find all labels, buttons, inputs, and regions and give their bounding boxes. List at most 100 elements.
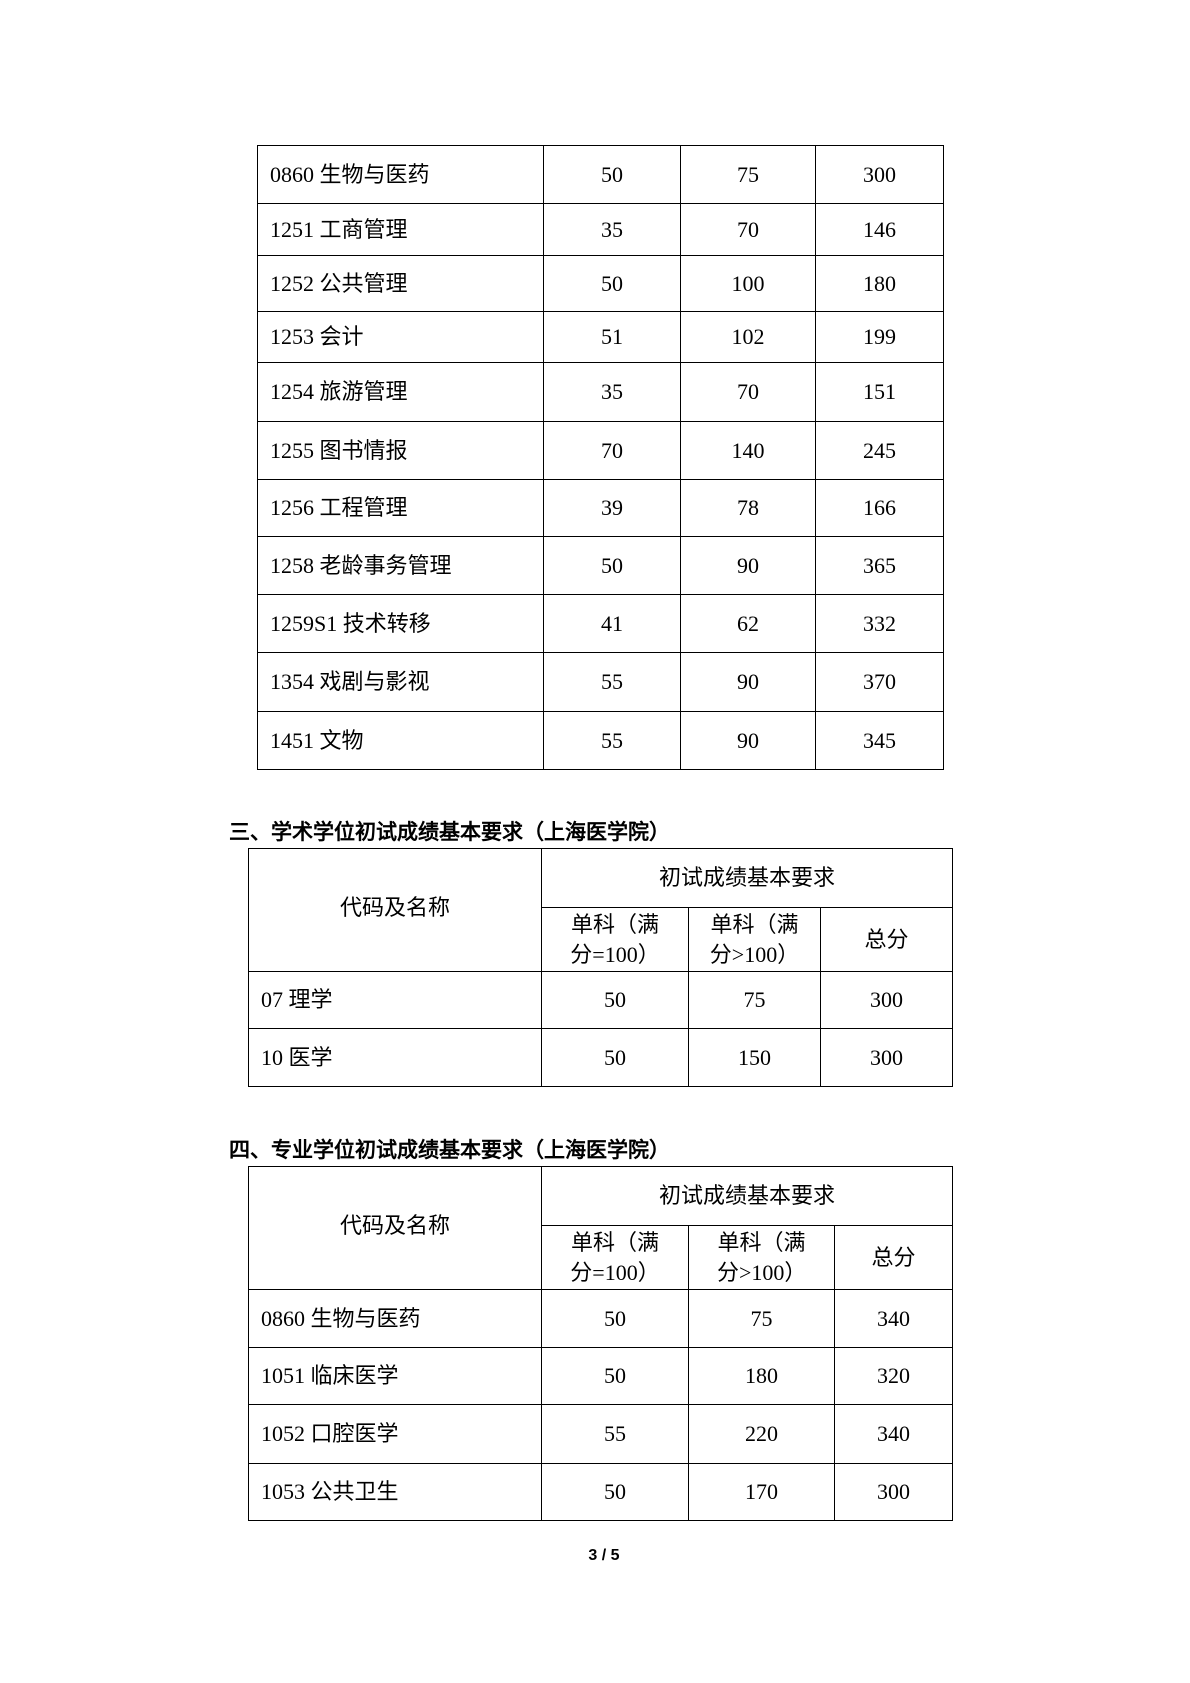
- header-total: 总分: [819, 907, 954, 972]
- cell-total: 146: [815, 203, 944, 256]
- table-row: 07 理学 50 75 300: [248, 971, 954, 1029]
- cell-code-name: 1255 图书情报: [257, 421, 544, 480]
- table-row: 1052 口腔医学 55 220 340: [248, 1404, 954, 1464]
- cell-single-100: 51: [543, 311, 681, 363]
- cell-single-over-100: 90: [680, 652, 816, 712]
- cell-code-name: 1253 会计: [257, 311, 544, 363]
- cell-single-over-100: 70: [680, 362, 816, 422]
- cell-total: 340: [833, 1404, 954, 1464]
- cell-total: 166: [815, 479, 944, 537]
- table-row: 1251 工商管理 35 70 146: [257, 203, 944, 256]
- cell-total: 300: [833, 1463, 954, 1521]
- cell-code-name: 1251 工商管理: [257, 203, 544, 256]
- professional-degree-score-table: 代码及名称 初试成绩基本要求 单科（满分=100） 单科（满分>100） 总分 086…: [248, 1166, 954, 1521]
- cell-single-100: 55: [543, 711, 681, 770]
- table-row: 1053 公共卫生 50 170 300: [248, 1463, 954, 1521]
- table-row: 1258 老龄事务管理 50 90 365: [257, 536, 944, 595]
- cell-single-over-100: 75: [688, 1289, 835, 1348]
- cell-single-100: 55: [543, 652, 681, 712]
- cell-code-name: 10 医学: [248, 1028, 542, 1087]
- cell-single-over-100: 140: [680, 421, 816, 480]
- cell-total: 320: [833, 1347, 954, 1405]
- header-group: 初试成绩基本要求: [540, 1166, 954, 1226]
- cell-total: 151: [815, 362, 944, 422]
- cell-total: 300: [815, 145, 944, 204]
- cell-total: 199: [815, 311, 944, 363]
- cell-code-name: 0860 生物与医药: [248, 1289, 542, 1348]
- table-row: 1255 图书情报 70 140 245: [257, 421, 944, 480]
- cell-code-name: 0860 生物与医药: [257, 145, 544, 204]
- cell-single-100: 39: [543, 479, 681, 537]
- cell-total: 365: [815, 536, 944, 595]
- cell-code-name: 1258 老龄事务管理: [257, 536, 544, 595]
- cell-single-100: 50: [541, 971, 689, 1029]
- cell-total: 345: [815, 711, 944, 770]
- cell-code-name: 1052 口腔医学: [248, 1404, 542, 1464]
- cell-code-name: 07 理学: [248, 971, 542, 1029]
- cell-code-name: 1256 工程管理: [257, 479, 544, 537]
- cell-total: 370: [815, 652, 944, 712]
- cell-code-name: 1254 旅游管理: [257, 362, 544, 422]
- cell-single-100: 50: [543, 255, 681, 312]
- table-row: 1451 文物 55 90 345: [257, 711, 944, 770]
- header-single-100: 单科（满分=100）: [541, 1225, 689, 1290]
- cell-single-100: 35: [543, 362, 681, 422]
- cell-single-over-100: 62: [680, 594, 816, 653]
- cell-single-over-100: 75: [688, 971, 821, 1029]
- cell-total: 332: [815, 594, 944, 653]
- cell-code-name: 1259S1 技术转移: [257, 594, 544, 653]
- header-total: 总分: [833, 1225, 954, 1290]
- header-code-name: 代码及名称: [248, 1166, 542, 1290]
- header-single-100: 单科（满分=100）: [541, 907, 689, 972]
- table-row: 1252 公共管理 50 100 180: [257, 255, 944, 312]
- cell-code-name: 1451 文物: [257, 711, 544, 770]
- table-row: 1253 会计 51 102 199: [257, 311, 944, 363]
- cell-code-name: 1252 公共管理: [257, 255, 544, 312]
- cell-single-over-100: 150: [688, 1028, 821, 1087]
- cell-single-100: 35: [543, 203, 681, 256]
- table-row: 0860 生物与医药 50 75 340: [248, 1289, 954, 1348]
- cell-total: 300: [819, 1028, 954, 1087]
- cell-single-over-100: 170: [688, 1463, 835, 1521]
- cell-single-over-100: 90: [680, 536, 816, 595]
- header-single-over-100: 单科（满分>100）: [688, 907, 821, 972]
- cell-single-100: 50: [543, 536, 681, 595]
- cell-total: 245: [815, 421, 944, 480]
- table-row: 1051 临床医学 50 180 320: [248, 1347, 954, 1405]
- cell-single-over-100: 78: [680, 479, 816, 537]
- section4-heading: 四、专业学位初试成绩基本要求（上海医学院）: [229, 1138, 670, 1162]
- academic-degree-score-table: 代码及名称 初试成绩基本要求 单科（满分=100） 单科（满分>100） 总分 07 …: [248, 848, 954, 1087]
- cell-single-over-100: 70: [680, 203, 816, 256]
- cell-code-name: 1053 公共卫生: [248, 1463, 542, 1521]
- cell-single-over-100: 75: [680, 145, 816, 204]
- page-number: 3 / 5: [588, 1547, 620, 1564]
- table-row: 1256 工程管理 39 78 166: [257, 479, 944, 537]
- cell-single-over-100: 90: [680, 711, 816, 770]
- cell-single-100: 50: [541, 1289, 689, 1348]
- header-group: 初试成绩基本要求: [540, 848, 954, 908]
- cell-single-100: 50: [541, 1028, 689, 1087]
- table-row: 1354 戏剧与影视 55 90 370: [257, 652, 944, 712]
- section3-heading: 三、学术学位初试成绩基本要求（上海医学院）: [229, 820, 670, 844]
- cell-total: 180: [815, 255, 944, 312]
- cell-single-100: 55: [541, 1404, 689, 1464]
- cell-single-100: 50: [541, 1347, 689, 1405]
- cell-code-name: 1354 戏剧与影视: [257, 652, 544, 712]
- cell-code-name: 1051 临床医学: [248, 1347, 542, 1405]
- cell-single-over-100: 180: [688, 1347, 835, 1405]
- cell-single-over-100: 220: [688, 1404, 835, 1464]
- table-row: 0860 生物与医药 50 75 300: [257, 145, 944, 204]
- table-row: 10 医学 50 150 300: [248, 1028, 954, 1087]
- cell-single-100: 41: [543, 594, 681, 653]
- score-table-continued: 0860 生物与医药 50 75 300 1251 工商管理 35 70 146 1252 公共…: [257, 145, 944, 770]
- header-code-name: 代码及名称: [248, 848, 542, 972]
- table-row: 1259S1 技术转移 41 62 332: [257, 594, 944, 653]
- header-single-over-100: 单科（满分>100）: [688, 1225, 835, 1290]
- table-row: 1254 旅游管理 35 70 151: [257, 362, 944, 422]
- cell-single-over-100: 102: [680, 311, 816, 363]
- cell-single-100: 70: [543, 421, 681, 480]
- cell-single-over-100: 100: [680, 255, 816, 312]
- cell-single-100: 50: [543, 145, 681, 204]
- cell-total: 300: [819, 971, 954, 1029]
- cell-total: 340: [833, 1289, 954, 1348]
